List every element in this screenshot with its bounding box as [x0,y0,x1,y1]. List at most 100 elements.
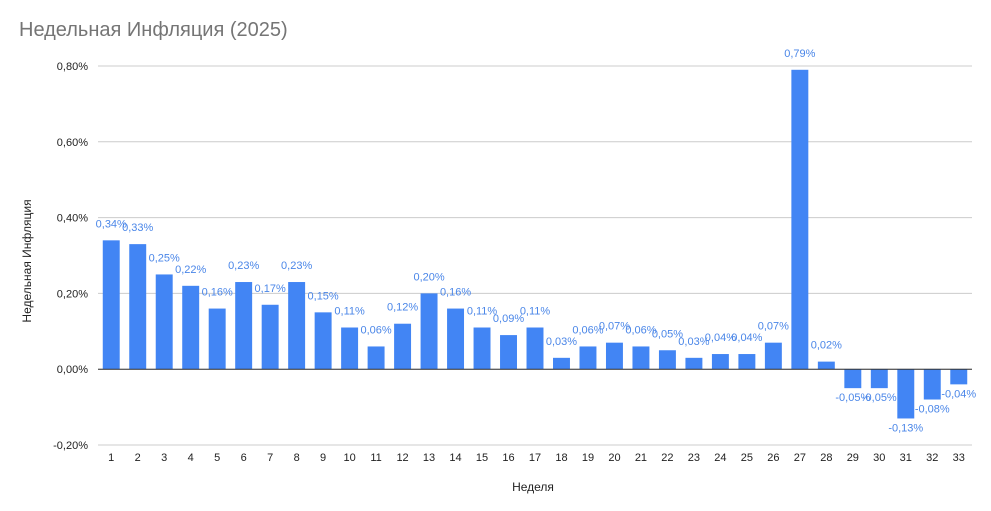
x-tick-label: 11 [370,452,381,464]
y-tick-label: 0,60% [57,137,88,149]
data-label: 0,25% [149,252,180,264]
bar [235,282,253,370]
x-tick-label: 25 [741,452,753,464]
data-label: 0,34% [96,218,127,230]
bar [102,240,120,370]
bar [473,327,491,370]
data-label: 0,23% [281,260,312,272]
data-label: -0,08% [915,404,950,416]
x-tick-label: 2 [135,452,141,464]
y-tick-label: 0,40% [57,213,88,225]
data-label: 0,33% [122,222,153,234]
data-label: 0,04% [731,332,762,344]
x-tick-label: 22 [661,452,673,464]
data-label: 0,79% [784,48,815,60]
bar [314,312,332,370]
data-label: 0,06% [572,324,603,336]
y-tick-label: 0,80% [57,61,88,73]
bar [923,369,941,400]
x-tick-label: 8 [294,452,300,464]
data-label: 0,06% [360,324,391,336]
y-tick-label: 0,20% [57,288,88,300]
data-label: 0,12% [387,302,418,314]
bar [605,342,623,370]
bar [447,308,465,370]
data-label: -0,04% [941,388,976,400]
bar [129,244,147,370]
x-tick-label: 15 [476,452,488,464]
bar [685,357,703,370]
bar [208,308,226,370]
x-tick-label: 13 [423,452,435,464]
data-label: 0,05% [652,328,683,340]
data-label: -0,13% [888,422,923,434]
data-label: 0,11% [467,306,498,318]
bar [500,335,517,370]
bar [394,323,412,370]
data-label: 0,02% [811,340,842,352]
data-label: 0,23% [228,260,259,272]
x-tick-label: 4 [188,452,194,464]
data-label: 0,15% [308,290,339,302]
bar [791,69,809,370]
bar [341,327,359,370]
data-label: 0,16% [202,287,233,299]
bar [288,282,306,370]
x-tick-label: 16 [502,452,514,464]
x-tick-label: 18 [555,452,567,464]
data-label: 0,07% [758,321,789,333]
x-tick-label: 32 [926,452,938,464]
bar [182,285,200,370]
data-label: 0,11% [520,306,551,318]
bar [950,369,968,385]
bar [155,274,173,370]
x-tick-label: 31 [900,452,912,464]
bar [261,304,279,370]
bar [526,327,544,370]
data-label: 0,04% [705,332,736,344]
x-tick-label: 30 [873,452,885,464]
bar [844,369,862,389]
chart-title: Недельная Инфляция (2025) [19,19,288,41]
data-label: -0,05% [835,392,870,404]
bars [102,69,968,419]
x-tick-label: 29 [847,452,859,464]
bar [897,369,915,419]
x-tick-label: 5 [214,452,220,464]
data-label: 0,07% [599,321,630,333]
bar [579,346,597,370]
bar [367,346,385,370]
y-tick-label: -0,20% [53,440,88,452]
bar [553,357,570,370]
x-tick-label: 23 [688,452,700,464]
data-label: 0,17% [255,283,286,295]
bar [764,342,782,370]
x-tick-label: 1 [108,452,114,464]
x-tick-label: 26 [767,452,779,464]
x-tick-label: 24 [714,452,726,464]
x-axis-ticks: 1 2 3 4 5 6 7 8 9 10 11 12 13 14 15 16 17 18 19 20 21 22 23 24 2… [108,452,965,464]
data-label: 0,16% [440,287,471,299]
x-tick-label: 20 [608,452,620,464]
x-tick-label: 27 [794,452,806,464]
y-axis-ticks: -0,20% 0,00% 0,20% 0,40% 0,60% 0,80% [53,61,88,452]
y-tick-label: 0,00% [57,364,88,376]
bar [632,346,650,370]
data-label: 0,03% [678,336,709,348]
x-tick-label: 19 [582,452,594,464]
x-tick-label: 33 [953,452,965,464]
data-label: 0,09% [493,313,524,325]
gridlines [98,65,972,446]
bar [870,369,888,389]
x-axis-label: Неделя [512,480,554,494]
data-labels: 0,34%0,33% 0,25%0,22% 0,16% 0,23% 0,17% 0,23%… [96,48,977,435]
data-label: -0,05% [862,392,897,404]
bar [711,354,729,370]
data-label: 0,11% [334,306,365,318]
x-tick-label: 28 [820,452,832,464]
data-label: 0,03% [546,336,577,348]
x-tick-label: 21 [635,452,647,464]
x-tick-label: 7 [267,452,273,464]
bar [658,350,676,370]
